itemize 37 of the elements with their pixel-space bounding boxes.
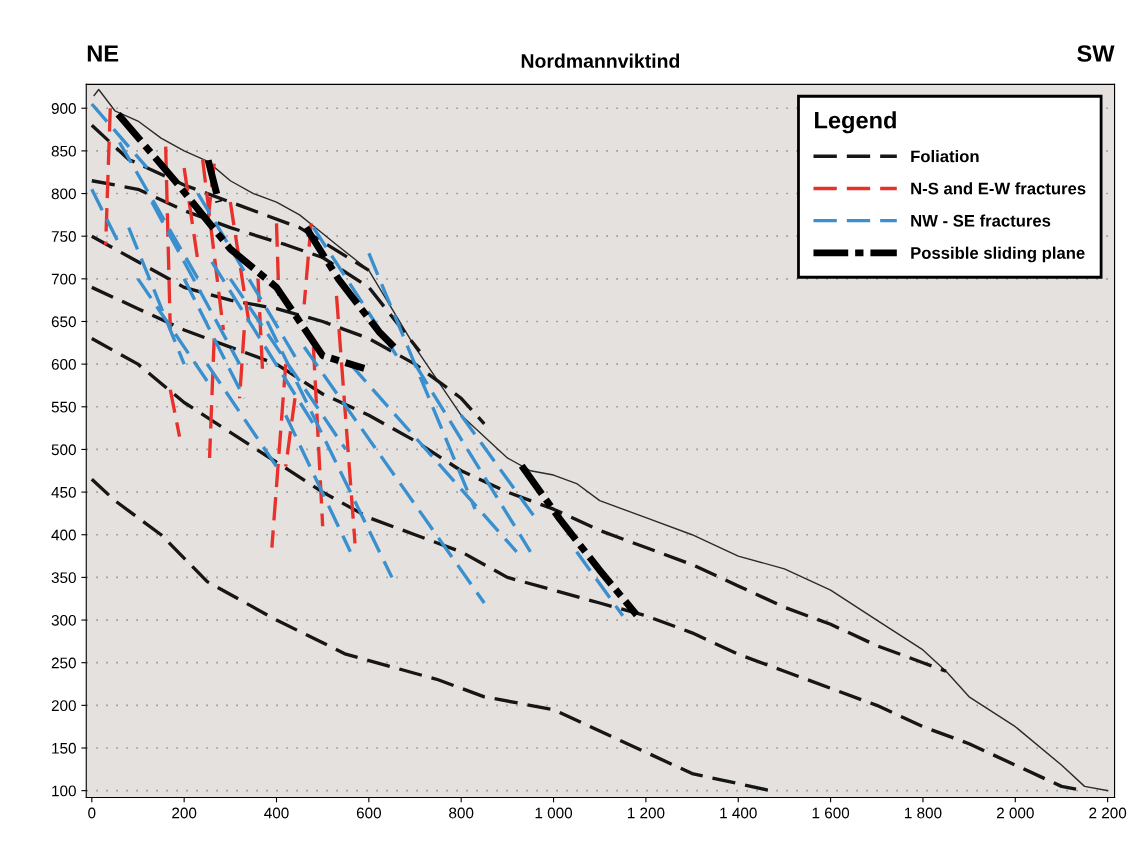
y-tick-label: 350 <box>51 572 76 584</box>
x-tick-label: 2 000 <box>996 807 1034 819</box>
y-tick-label: 500 <box>51 444 76 456</box>
text: NE <box>87 45 119 62</box>
y-tick-label: 150 <box>52 742 76 754</box>
legend-label: Foliation <box>911 150 979 163</box>
legend-title: Legend <box>815 111 896 134</box>
x-tick-label: 200 <box>172 807 197 819</box>
y-tick-label: 900 <box>51 103 76 114</box>
y-tick-label: 250 <box>51 657 76 669</box>
y-tick-label: 750 <box>51 231 76 242</box>
y-tick-label: 700 <box>51 273 76 285</box>
legend-label: N-S and E-W fractures <box>911 182 1086 195</box>
y-tick-label: 300 <box>51 614 76 626</box>
y-tick-label: 850 <box>51 145 76 157</box>
y-tick-label: 400 <box>51 529 76 541</box>
x-tick-label: 0 <box>88 807 96 819</box>
x-tick-label: 1 000 <box>535 807 573 819</box>
chart-title: Nordmannviktind <box>521 53 680 68</box>
legend-label: Possible sliding plane <box>911 246 1085 263</box>
x-tick-label: 800 <box>449 807 474 819</box>
x-tick-label: 1 400 <box>720 807 757 819</box>
x-tick-label: 600 <box>356 807 381 819</box>
x-tick-label: 2 200 <box>1089 807 1127 819</box>
x-tick-label: 1 200 <box>627 807 665 819</box>
text: SW <box>1077 45 1115 62</box>
y-tick-label: 550 <box>51 401 76 413</box>
legend-label: NW - SE fractures <box>911 214 1051 227</box>
y-tick-label: 650 <box>51 316 76 328</box>
x-tick-label: 400 <box>264 807 289 819</box>
y-tick-label: 800 <box>51 188 76 200</box>
y-tick-label: 450 <box>51 486 76 498</box>
y-tick-label: 200 <box>51 700 76 712</box>
y-tick-label: 100 <box>52 785 76 797</box>
x-tick-label: 1 600 <box>812 807 850 819</box>
y-tick-label: 600 <box>51 359 76 370</box>
x-tick-label: 1 800 <box>905 807 942 819</box>
